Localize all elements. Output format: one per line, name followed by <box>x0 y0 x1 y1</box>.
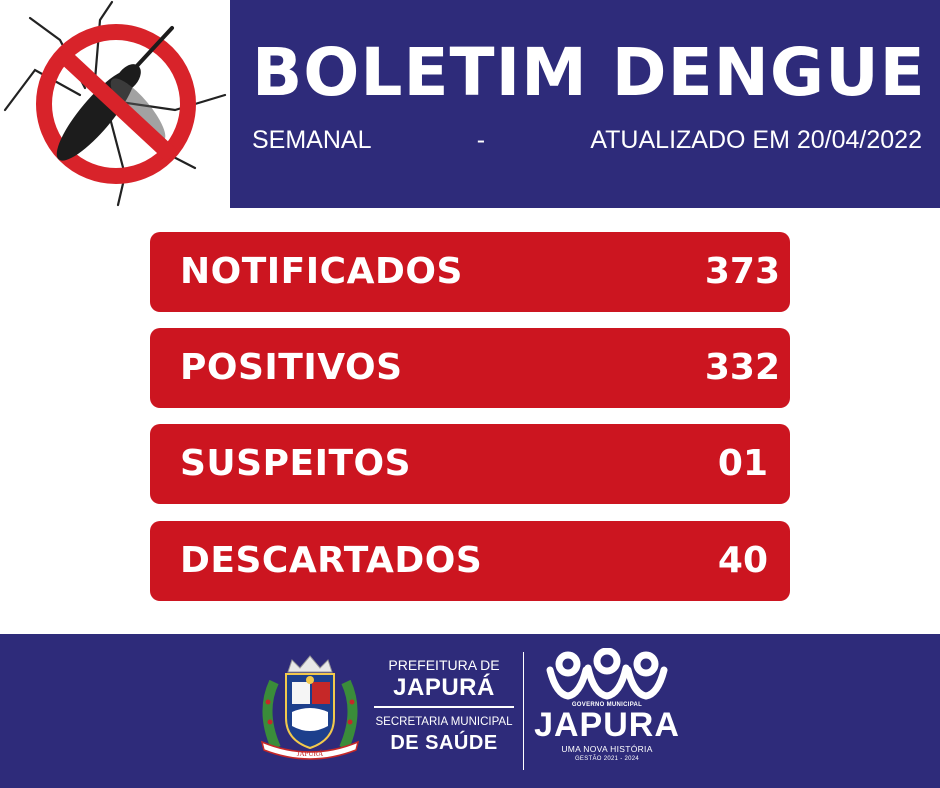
subtitle-separator: - <box>476 126 486 154</box>
stat-suspeitos: SUSPEITOS 01 <box>150 424 790 504</box>
stat-positivos: POSITIVOS 332 <box>150 328 790 408</box>
stats-list: NOTIFICADOS 373 POSITIVOS 332 SUSPEITOS … <box>150 232 790 617</box>
no-mosquito-icon <box>3 0 227 207</box>
stat-label: SUSPEITOS <box>180 443 412 484</box>
stat-value: 40 <box>717 540 768 581</box>
svg-text:JAPURÁ: JAPURÁ <box>297 750 323 758</box>
gov-slogan: UMA NOVA HISTÓRIA <box>561 744 653 754</box>
municipal-crest-icon: JAPURÁ <box>260 655 360 760</box>
governo-municipal-logo: GOVERNO MUNICIPAL JAPURA UMA NOVA HISTÓR… <box>532 648 682 774</box>
footer-divider <box>523 652 524 770</box>
page-title: BOLETIM DENGUE <box>252 34 926 111</box>
stat-label: NOTIFICADOS <box>180 251 463 292</box>
city-name: JAPURÁ <box>393 674 495 701</box>
stat-label: DESCARTADOS <box>180 540 483 581</box>
footer-banner: JAPURÁ PREFEITURA DE JAPURÁ SECRETARIA M… <box>0 634 940 788</box>
prefeitura-logo: PREFEITURA DE JAPURÁ SECRETARIA MUNICIPA… <box>370 656 518 756</box>
subtitle-updated-date: ATUALIZADO EM 20/04/2022 <box>590 126 922 154</box>
header-banner: BOLETIM DENGUE SEMANAL - ATUALIZADO EM 2… <box>230 0 940 208</box>
header-subtitle: SEMANAL - ATUALIZADO EM 20/04/2022 <box>252 128 922 153</box>
saude-label: DE SAÚDE <box>390 732 498 754</box>
gov-name: JAPURA <box>534 706 680 744</box>
gov-small-label: GOVERNO MUNICIPAL <box>571 702 643 708</box>
stat-notificados: NOTIFICADOS 373 <box>150 232 790 312</box>
stat-value: 373 <box>704 251 780 292</box>
subtitle-frequency: SEMANAL <box>252 126 372 154</box>
secretaria-label: SECRETARIA MUNICIPAL <box>375 716 513 728</box>
people-logo-icon <box>546 648 668 700</box>
prefeitura-label: PREFEITURA DE <box>388 657 500 673</box>
stat-label: POSITIVOS <box>180 347 403 388</box>
gov-term: GESTÃO 2021 - 2024 <box>574 756 640 762</box>
divider <box>374 706 514 708</box>
stat-descartados: DESCARTADOS 40 <box>150 521 790 601</box>
stat-value: 332 <box>704 347 780 388</box>
mosquito-banner <box>0 0 230 208</box>
stat-value: 01 <box>717 443 768 484</box>
